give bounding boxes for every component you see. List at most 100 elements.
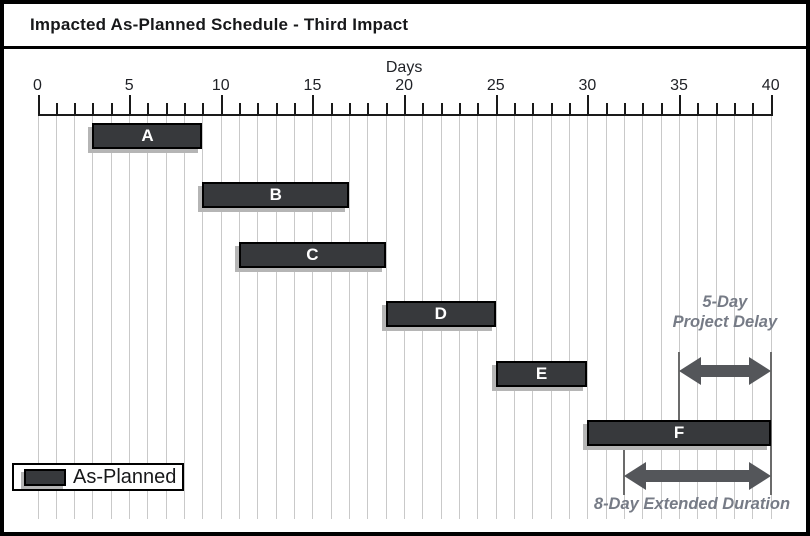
axis-tick-major	[129, 95, 132, 114]
gridline-day-29	[569, 116, 571, 519]
axis-tick-minor	[330, 103, 333, 114]
task-bar-label-c: C	[306, 244, 319, 264]
task-bar-label-b: B	[269, 185, 282, 205]
legend-label-as-planned: As-Planned	[73, 465, 177, 488]
annotation-label-project-delay: 5-Day Project Delay	[673, 292, 778, 332]
task-bar-f: F	[587, 420, 771, 446]
arrow-shaft	[693, 365, 757, 377]
axis-tick-minor	[459, 103, 462, 114]
reference-line-project-delay-1	[769, 352, 772, 495]
chart-title: Impacted As-Planned Schedule - Third Imp…	[30, 15, 409, 34]
gridline-day-4	[110, 116, 112, 519]
axis-tick-major	[587, 95, 590, 114]
axis-tick-minor	[422, 103, 425, 114]
axis-tick-minor	[367, 103, 370, 114]
gridline-day-0	[37, 116, 39, 519]
task-bar-c: C	[239, 241, 386, 268]
axis-tick-minor	[257, 103, 260, 114]
axis-tick-label-30: 30	[578, 77, 597, 94]
axis-tick-label-40: 40	[761, 77, 780, 94]
axis-tick-minor	[752, 103, 755, 114]
arrow-extended-duration	[624, 462, 771, 490]
gridline-day-35	[679, 116, 681, 519]
arrow-shaft	[638, 470, 757, 482]
axis-tick-minor	[349, 103, 352, 114]
axis-tick-minor	[514, 103, 517, 114]
gridline-day-17	[349, 116, 351, 519]
annotation-label-line: Project Delay	[672, 313, 778, 331]
plot-area: Days 0 5 10 15 20 25 30 35 40 A B C D E F 5-Day Project …	[4, 4, 806, 532]
gridline-day-2	[74, 116, 76, 519]
legend-swatch-as-planned	[24, 468, 66, 486]
arrow-project-delay	[679, 357, 771, 385]
axis-tick-minor	[385, 103, 388, 114]
task-bar-b: B	[202, 182, 350, 209]
axis-tick-minor	[92, 103, 95, 114]
axis-tick-minor	[605, 103, 608, 114]
annotation-label-extended-duration: 8-Day Extended Duration	[594, 494, 790, 514]
arrow-head-right-icon	[748, 357, 771, 385]
gridline-day-40	[770, 116, 772, 519]
gridline-day-9	[202, 116, 204, 519]
axis-tick-label-20: 20	[395, 77, 413, 94]
arrow-head-left-icon	[679, 357, 702, 385]
task-bar-label-a: A	[141, 126, 154, 145]
axis-tick-minor	[624, 103, 627, 114]
gridline-day-38	[734, 116, 736, 519]
axis-tick-minor	[660, 103, 663, 114]
axis-tick-major	[220, 95, 223, 114]
axis-tick-label-5: 5	[124, 77, 134, 94]
axis-tick-label-35: 35	[670, 77, 688, 94]
gridline-day-31	[605, 116, 607, 519]
axis-tick-minor	[110, 103, 113, 114]
gridline-day-27	[532, 116, 534, 519]
x-axis-line	[37, 114, 773, 116]
gridline-day-13	[275, 116, 277, 519]
axis-tick-major	[679, 95, 682, 114]
axis-tick-minor	[734, 103, 737, 114]
task-bar-a: A	[92, 123, 203, 149]
gridline-day-15	[312, 116, 314, 519]
axis-tick-minor	[477, 103, 480, 114]
gridline-day-8	[184, 116, 186, 519]
axis-tick-major	[37, 95, 40, 114]
axis-tick-major	[404, 95, 407, 114]
axis-tick-label-0: 0	[33, 77, 42, 94]
gridline-day-25	[495, 116, 497, 519]
gridline-day-36	[697, 116, 699, 519]
axis-tick-minor	[294, 103, 297, 114]
gridline-day-14	[294, 116, 296, 519]
annotation-label-line: 8-Day Extended Duration	[593, 495, 791, 513]
gridline-day-16	[330, 116, 332, 519]
axis-tick-minor	[532, 103, 535, 114]
title-bar: Impacted As-Planned Schedule - Third Imp…	[4, 4, 806, 49]
task-bar-label-d: D	[434, 304, 447, 324]
gridline-day-26	[514, 116, 516, 519]
gridline-day-6	[147, 116, 149, 519]
task-bar-label-e: E	[535, 363, 548, 383]
axis-tick-minor	[275, 103, 278, 114]
axis-tick-minor	[440, 103, 443, 114]
legend: As-Planned	[12, 463, 184, 491]
task-bar-e: E	[495, 360, 588, 387]
axis-tick-label-15: 15	[303, 77, 322, 94]
gridline-day-3	[92, 116, 94, 519]
gridline-day-11	[239, 116, 241, 519]
axis-tick-minor	[55, 103, 58, 114]
axis-tick-minor	[202, 103, 205, 114]
gridline-day-39	[752, 116, 754, 519]
task-bar-label-f: F	[673, 423, 685, 442]
task-bar-d: D	[385, 301, 496, 328]
arrow-head-right-icon	[748, 462, 771, 490]
axis-tick-minor	[147, 103, 150, 114]
gridline-day-18	[367, 116, 369, 519]
axis-tick-minor	[550, 103, 553, 114]
axis-tick-label-10: 10	[211, 77, 230, 94]
gridline-day-33	[642, 116, 644, 519]
axis-tick-minor	[239, 103, 242, 114]
axis-tick-minor	[569, 103, 572, 114]
gridline-day-12	[257, 116, 259, 519]
axis-tick-minor	[697, 103, 700, 114]
axis-tick-minor	[165, 103, 168, 114]
